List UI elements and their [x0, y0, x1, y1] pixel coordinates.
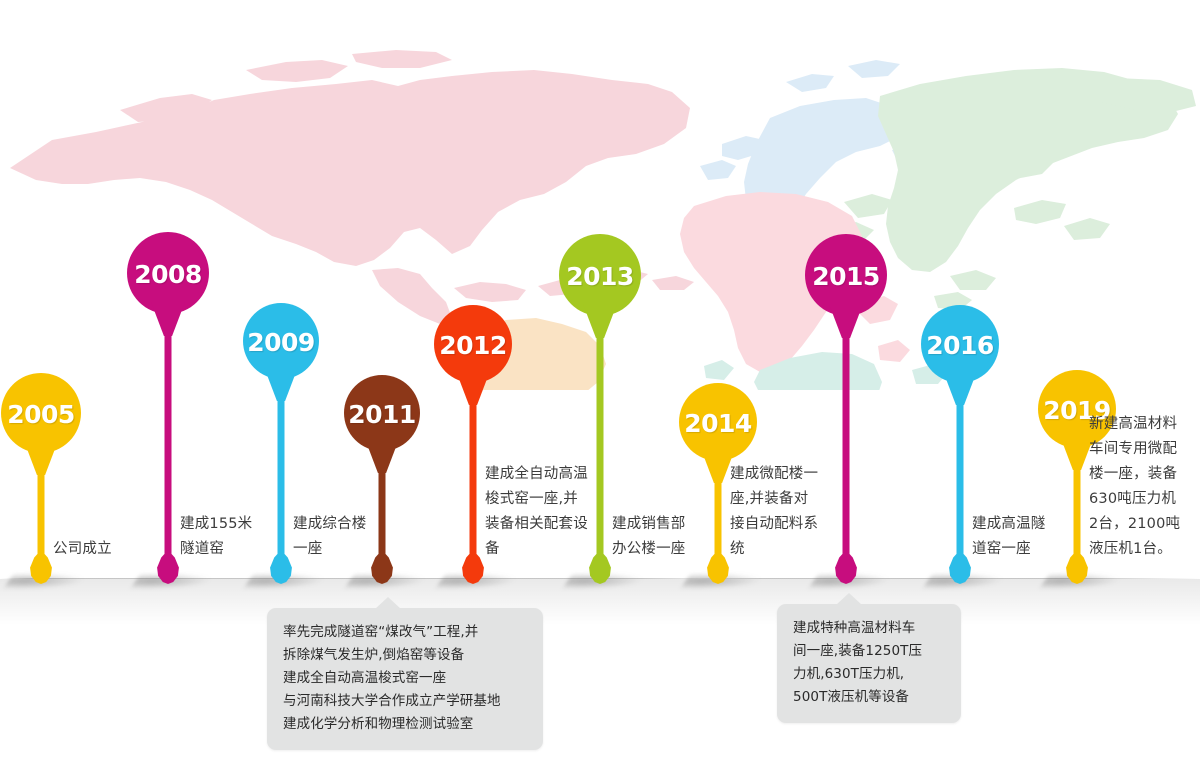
- milestone-stem: [37, 469, 45, 560]
- milestone-foot: [835, 550, 857, 584]
- milestone-foot: [589, 550, 611, 584]
- milestone-year-label: 2012: [439, 330, 507, 360]
- milestone-label-2014: 建成微配楼一 座,并装备对 接自动配料系 统: [730, 466, 819, 557]
- milestone-pin-2011[interactable]: 2011: [322, 375, 442, 589]
- milestone-stem: [378, 467, 386, 560]
- callout-text: 建成特种高温材料车 间一座,装备1250T压 力机,630T压力机, 500T液…: [793, 620, 923, 705]
- milestone-year-label: 2008: [134, 259, 202, 289]
- milestone-year-label: 2011: [348, 399, 416, 429]
- milestone-pin-2019[interactable]: 2019: [1017, 370, 1137, 589]
- milestone-bulb-2009[interactable]: 2009: [243, 303, 319, 379]
- milestone-bulb-2011[interactable]: 2011: [344, 375, 420, 451]
- milestone-bulb-2005[interactable]: 2005: [1, 373, 81, 453]
- milestone-stem: [1073, 464, 1081, 560]
- milestone-label-2005: 公司成立: [53, 541, 112, 557]
- milestone-bulb-2016[interactable]: 2016: [921, 305, 999, 383]
- milestone-foot: [371, 550, 393, 584]
- milestone-pin-2016[interactable]: 2016: [900, 305, 1020, 589]
- milestone-stem: [842, 332, 850, 560]
- milestone-foot: [30, 550, 52, 584]
- milestone-bulb-2015[interactable]: 2015: [805, 234, 887, 316]
- milestone-year-label: 2014: [684, 408, 752, 438]
- milestone-year-label: 2016: [926, 330, 994, 360]
- milestone-stem: [277, 395, 285, 560]
- milestone-pin-2005[interactable]: 2005: [0, 373, 101, 589]
- milestone-foot: [949, 550, 971, 584]
- milestone-bulb-2008[interactable]: 2008: [127, 232, 209, 314]
- milestone-label-2009: 建成综合楼 一座: [293, 516, 367, 557]
- milestone-label-2012: 建成全自动高温 梭式窑一座,并 装备相关配套设 备: [485, 466, 588, 557]
- milestone-foot: [270, 550, 292, 584]
- milestone-label-2008: 建成155米 隧道窑: [180, 516, 253, 557]
- callout-text: 率先完成隧道窑“煤改气”工程,并 拆除煤气发生炉,倒焰窑等设备 建成全自动高温梭…: [283, 624, 501, 732]
- map-region-europe: [700, 60, 930, 226]
- milestone-pin-2014[interactable]: 2014: [658, 383, 778, 589]
- milestone-stem: [164, 330, 172, 560]
- callout-2011: 率先完成隧道窑“煤改气”工程,并 拆除煤气发生炉,倒焰窑等设备 建成全自动高温梭…: [267, 597, 543, 750]
- milestone-label-2019: 新建高温材料 车间专用微配 楼一座，装备 630吨压力机 2台，2100吨 液压…: [1089, 416, 1181, 557]
- milestone-foot: [1066, 550, 1088, 584]
- milestone-year-label: 2009: [247, 327, 315, 357]
- milestone-foot: [157, 550, 179, 584]
- milestone-bulb-2012[interactable]: 2012: [434, 305, 512, 383]
- milestone-foot: [462, 550, 484, 584]
- milestone-year-label: 2013: [566, 261, 634, 291]
- milestone-label-2016: 建成高温隧 道窑一座: [972, 516, 1046, 557]
- callout-2015: 建成特种高温材料车 间一座,装备1250T压 力机,630T压力机, 500T液…: [777, 593, 961, 723]
- milestone-foot: [707, 550, 729, 584]
- milestone-pin-2009[interactable]: 2009: [221, 303, 341, 589]
- milestone-pin-2012[interactable]: 2012: [413, 305, 533, 589]
- milestone-bulb-2013[interactable]: 2013: [559, 234, 641, 316]
- milestone-pin-2013[interactable]: 2013: [540, 234, 660, 589]
- milestone-year-label: 2019: [1043, 395, 1111, 425]
- milestone-stem: [596, 332, 604, 560]
- milestone-label-2013: 建成销售部 办公楼一座: [612, 516, 686, 557]
- milestone-stem: [956, 399, 964, 560]
- ground-shadow-band: [0, 579, 1200, 625]
- callout-tail: [375, 597, 401, 609]
- milestone-stem: [469, 399, 477, 560]
- callout-tail: [836, 593, 862, 605]
- milestone-year-label: 2015: [812, 261, 880, 291]
- milestone-bulb-2019[interactable]: 2019: [1038, 370, 1116, 448]
- milestone-pin-2015[interactable]: 2015: [786, 234, 906, 589]
- milestone-stem: [714, 477, 722, 560]
- milestone-pin-2008[interactable]: 2008: [108, 232, 228, 589]
- milestone-year-label: 2005: [7, 399, 75, 429]
- milestone-bulb-2014[interactable]: 2014: [679, 383, 757, 461]
